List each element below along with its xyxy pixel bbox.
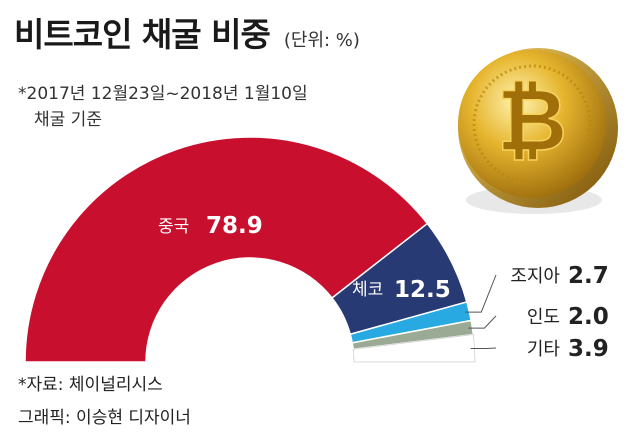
slice-china: [24, 136, 429, 363]
bitcoin-coin-icon: ₿: [458, 48, 618, 214]
credit-note: 그래픽: 이승현 디자이너: [18, 408, 191, 428]
label-india-value: 2.0: [568, 304, 609, 330]
label-india-name: 인도: [527, 307, 560, 328]
label-georgia-name: 조지아: [510, 266, 560, 287]
label-czech-value: 12.5: [394, 277, 451, 303]
period-note: *2017년 12월23일~2018년 1월10일: [18, 84, 308, 104]
label-china-value: 78.9: [206, 213, 263, 239]
leader-line-india: [468, 315, 497, 329]
chart-title: 비트코인 채굴 비중: [14, 15, 271, 54]
source-note: *자료: 체이널리시스: [18, 375, 163, 395]
bitcoin-symbol: ₿: [497, 71, 567, 171]
unit-label: (단위: %): [283, 30, 360, 51]
slice-other: [352, 334, 476, 363]
label-czech-name: 체코: [352, 280, 383, 300]
title-row: 비트코인 채굴 비중 (단위: %): [14, 8, 360, 56]
period-note-basis: 채굴 기준: [34, 110, 102, 130]
label-other-value: 3.9: [568, 336, 609, 362]
leader-line-georgia: [465, 274, 497, 313]
label-china-name: 중국: [158, 217, 189, 237]
label-georgia-value: 2.7: [568, 263, 609, 289]
label-other-name: 기타: [527, 339, 561, 360]
